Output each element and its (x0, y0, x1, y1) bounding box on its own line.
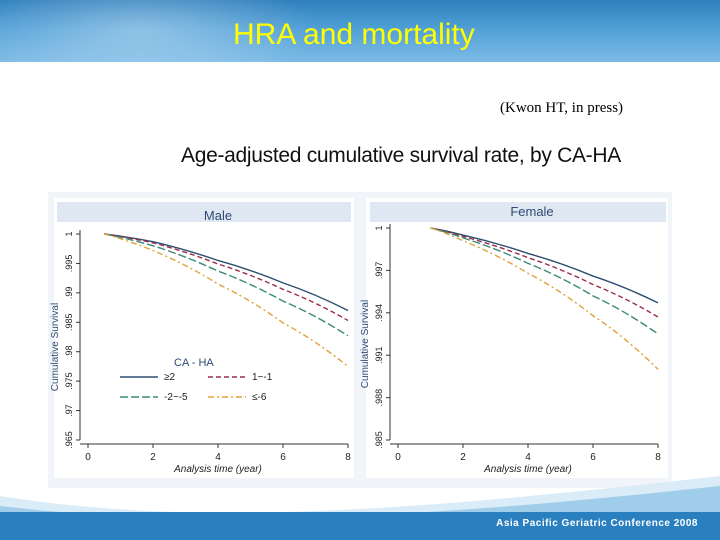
series-line-3 (430, 227, 659, 370)
panel-background (54, 198, 354, 478)
panel-female: Female .985 .988 .991 .994 .997 1 0 2 4 6 8 Analysis… (360, 198, 668, 478)
legend-label: ≤-6 (252, 392, 267, 403)
y-axis-label: Cumulative Survival (360, 300, 371, 388)
y-tick-label: .975 (64, 372, 74, 390)
series-line-3 (104, 233, 349, 367)
legend: CA - HA ≥2 1~-1 -2~-5 ≤-6 (114, 348, 284, 412)
slide-header: HRA and mortality (0, 0, 720, 62)
panel-title: Male (204, 208, 232, 223)
panel-background (366, 198, 668, 478)
x-tick-label: 8 (345, 452, 351, 463)
x-tick-label: 0 (85, 452, 91, 463)
legend-box (114, 348, 284, 412)
series-line-0 (430, 227, 659, 304)
y-tick-label: .997 (374, 262, 384, 280)
y-tick-label: .99 (64, 287, 74, 300)
y-tick-label: .965 (64, 431, 74, 449)
survival-charts-svg: Male .965 .97 .975 .98 .985 .99 .995 1 0 2 4 6 8 Analy… (50, 198, 668, 478)
panel-male: Male .965 .97 .975 .98 .985 .99 .995 1 0 2 4 6 8 Analy… (50, 198, 354, 478)
survival-figure: Male .965 .97 .975 .98 .985 .99 .995 1 0 2 4 6 8 Analy… (48, 192, 672, 488)
y-axis-label: Cumulative Survival (50, 303, 61, 391)
y-tick-label: .985 (64, 314, 74, 332)
legend-label: -2~-5 (164, 392, 188, 403)
header-glow (0, 0, 320, 62)
y-tick-label: 1 (64, 231, 74, 236)
x-tick-label: 4 (525, 452, 531, 463)
panel-title-strip (57, 202, 351, 222)
y-tick-label: .994 (374, 304, 384, 322)
series-line-0 (104, 233, 349, 312)
y-tick-label: .985 (374, 431, 384, 449)
legend-label: 1~-1 (252, 372, 273, 383)
series-line-2 (104, 233, 349, 337)
y-tick-label: .97 (64, 404, 74, 417)
x-axis-label: Analysis time (year) (173, 464, 262, 475)
series-line-1 (430, 227, 659, 318)
x-tick-label: 0 (395, 452, 401, 463)
y-tick-label: .995 (64, 255, 74, 273)
x-tick-label: 6 (280, 452, 286, 463)
x-tick-label: 2 (460, 452, 466, 463)
footer-bar: Asia Pacific Geriatric Conference 2008 (0, 512, 720, 540)
series-line-2 (430, 227, 659, 335)
x-tick-label: 2 (150, 452, 156, 463)
legend-label: ≥2 (164, 372, 175, 383)
slide-title: HRA and mortality (233, 18, 475, 51)
footer-text: Asia Pacific Geriatric Conference 2008 (496, 518, 698, 529)
panel-title-strip (370, 202, 666, 222)
citation: (Kwon HT, in press) (500, 100, 624, 116)
y-tick-label: 1 (374, 225, 384, 230)
x-tick-label: 4 (215, 452, 221, 463)
figure-subtitle: Age-adjusted cumulative survival rate, b… (181, 144, 621, 167)
y-tick-label: .988 (374, 389, 384, 407)
x-tick-label: 8 (655, 452, 661, 463)
series-line-1 (104, 233, 349, 322)
legend-title: CA - HA (174, 357, 214, 369)
y-tick-label: .98 (64, 345, 74, 358)
x-axis-label: Analysis time (year) (483, 464, 572, 475)
panel-title: Female (510, 204, 553, 219)
y-tick-label: .991 (374, 346, 384, 364)
x-tick-label: 6 (590, 452, 596, 463)
